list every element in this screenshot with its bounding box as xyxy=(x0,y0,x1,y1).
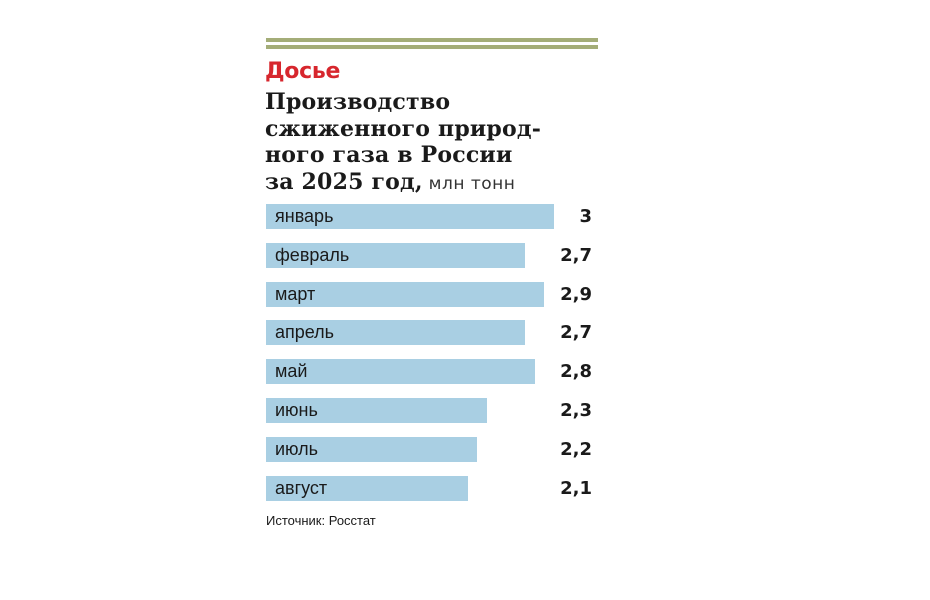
bar-value-label: 2,7 xyxy=(560,322,592,343)
bar-value-label: 2,2 xyxy=(560,439,592,460)
bar xyxy=(266,398,487,423)
chart-title: Производство сжиженного природ- ного газ… xyxy=(265,89,605,197)
bar-category-label: февраль xyxy=(275,245,350,265)
top-rule-second xyxy=(266,45,598,49)
bar-value-label: 2,7 xyxy=(560,245,592,266)
bar-value-label: 2,8 xyxy=(560,361,592,382)
unit-label: млн тонн xyxy=(422,173,516,194)
bar-category-label: август xyxy=(275,478,328,498)
bar-value-label: 3 xyxy=(579,206,592,227)
bar xyxy=(266,476,468,501)
bar xyxy=(266,359,535,384)
bar-chart: январь 3 февраль 2,7 март 2,9 апрель 2,7 май 2,8 и… xyxy=(266,204,598,504)
bar xyxy=(266,243,525,268)
bar-category-label: июль xyxy=(275,439,319,459)
source-note: Источник: Росстат xyxy=(266,513,376,528)
bar xyxy=(266,320,525,345)
kicker: Досье xyxy=(265,59,341,84)
bar xyxy=(266,282,544,307)
title-line: Производство xyxy=(265,89,451,115)
title-line-text: за 2025 год, xyxy=(265,168,423,195)
top-rule xyxy=(266,38,598,42)
bar-value-label: 2,1 xyxy=(560,478,592,499)
title-line: ного газа в России xyxy=(265,142,513,168)
bar xyxy=(266,437,477,462)
bar xyxy=(266,204,554,229)
bar-category-label: март xyxy=(275,284,316,304)
bar-category-label: май xyxy=(275,361,308,381)
title-line: сжиженного природ- xyxy=(265,115,542,142)
bar-category-label: январь xyxy=(275,206,334,226)
title-line-last: за 2025 год, млн тонн xyxy=(265,169,605,198)
bar-value-label: 2,3 xyxy=(560,400,592,421)
bar-category-label: июнь xyxy=(275,400,318,420)
bar-category-label: апрель xyxy=(275,322,335,342)
bar-value-label: 2,9 xyxy=(560,284,592,305)
